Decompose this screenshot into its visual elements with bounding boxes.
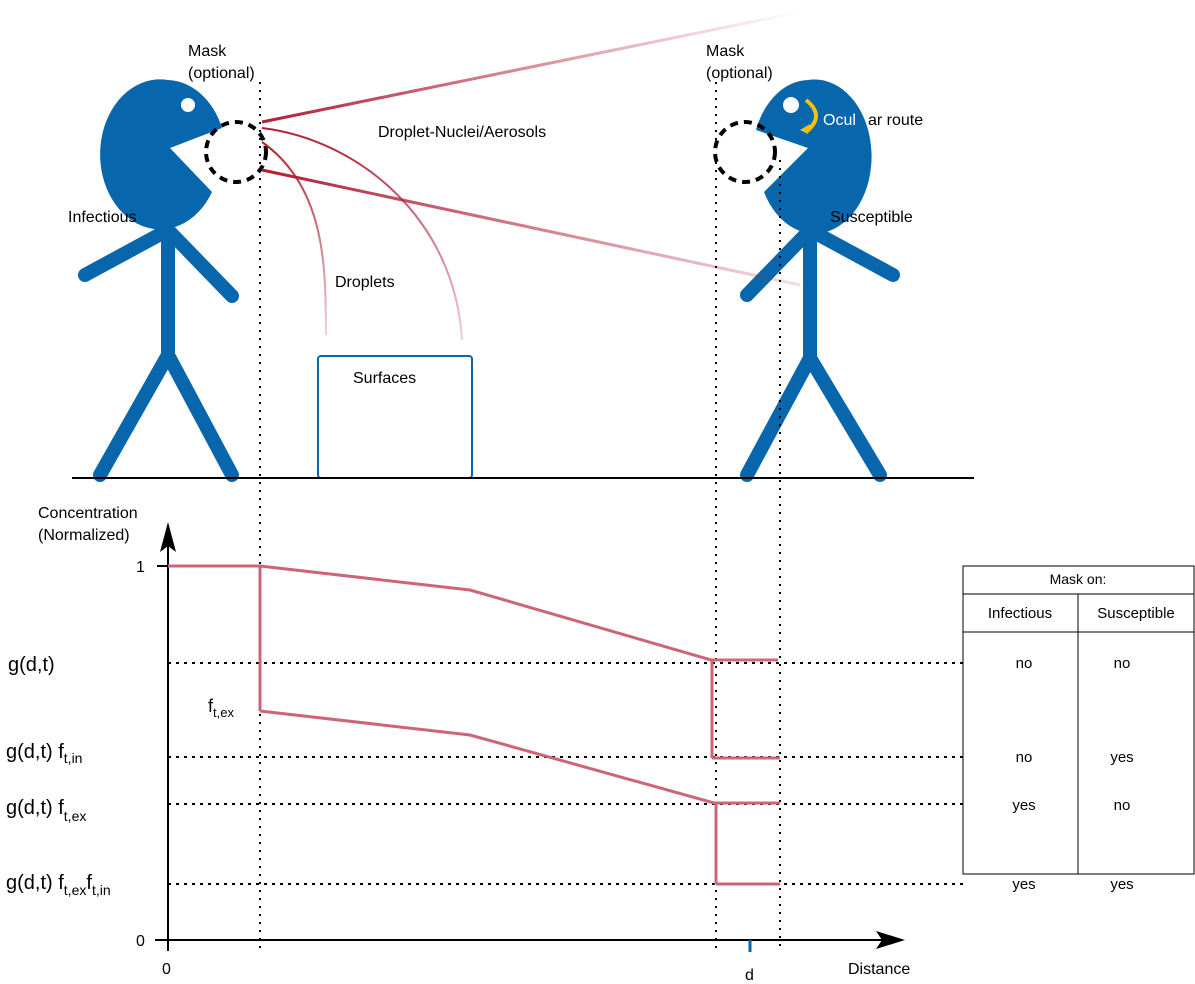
table-header-susceptible: Susceptible [1097, 605, 1175, 622]
y-axis-label-1: Concentration [38, 505, 138, 522]
droplets-label: Droplets [335, 274, 395, 291]
susceptible-head [756, 79, 872, 234]
curve-exhale-mask [259, 709, 780, 805]
table-cell-r4-infectious: yes [1012, 876, 1035, 893]
aerosol-upper-path [261, 10, 801, 124]
table-header-infectious: Infectious [988, 605, 1052, 622]
y-axis-label-2: (Normalized) [38, 527, 130, 544]
droplet-path-near [261, 141, 327, 336]
infectious-person [78, 79, 239, 482]
susceptible-mask [713, 120, 777, 184]
ocular-arrowhead-icon [800, 124, 810, 134]
mask-left-label-1: Mask [188, 43, 227, 60]
susceptible-label: Susceptible [830, 209, 913, 226]
ocular-label-part2: ar route [868, 112, 923, 129]
aerosol-lower-path [261, 168, 801, 287]
table-cell-r2-susceptible: yes [1110, 749, 1133, 766]
infectious-eye [181, 98, 195, 112]
fex-drop-label: ft,ex [208, 696, 234, 720]
infectious-mask [204, 120, 268, 184]
x-axis-label: Distance [848, 961, 910, 978]
x-tick-0-label: 0 [162, 961, 171, 978]
susceptible-eye [783, 97, 799, 113]
x-tick-d-label: d [745, 967, 754, 984]
table-title: Mask on: [1050, 571, 1107, 587]
mask-table [962, 565, 1195, 875]
level-g-fex-label: g(d,t) ft,ex [6, 797, 86, 824]
table-cell-r1-infectious: no [1016, 655, 1033, 672]
mask-right-label-2: (optional) [706, 65, 773, 82]
table-cell-r1-susceptible: no [1114, 655, 1131, 672]
table-cell-r3-infectious: yes [1012, 797, 1035, 814]
table-cell-r4-susceptible: yes [1110, 876, 1133, 893]
surfaces-label: Surfaces [353, 370, 416, 387]
aerosols-label: Droplet-Nuclei/Aerosols [378, 124, 546, 141]
infectious-head [100, 79, 222, 230]
x-axis-arrow-icon [876, 931, 905, 949]
level-g-label: g(d,t) [8, 654, 55, 676]
level-g-fin-label: g(d,t) ft,in [6, 741, 82, 766]
y-tick-1-label: 1 [136, 559, 145, 576]
infectious-label: Infectious [68, 209, 136, 226]
table-cell-r2-infectious: no [1016, 749, 1033, 766]
susceptible-person [740, 79, 900, 482]
mask-right-label-1: Mask [706, 43, 745, 60]
level-g-fexfin-label: g(d,t) ft,exft,in [6, 872, 111, 898]
curve-no-mask [168, 564, 778, 662]
y-axis-arrow-icon [160, 522, 176, 552]
ocular-label-part1: Ocul [823, 112, 856, 129]
y-tick-0-label: 0 [136, 933, 145, 950]
mask-left-label-2: (optional) [188, 65, 255, 82]
droplet-path-far [261, 127, 463, 341]
table-cell-r3-susceptible: no [1114, 797, 1131, 814]
